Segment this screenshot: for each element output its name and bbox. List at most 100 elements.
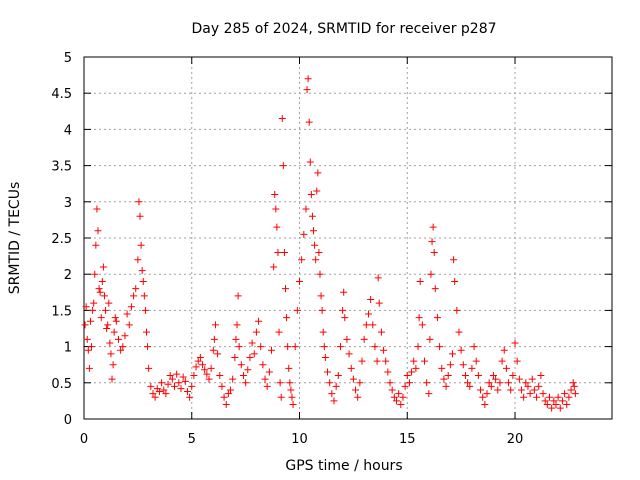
data-point bbox=[446, 361, 454, 369]
data-point bbox=[119, 343, 127, 351]
data-point bbox=[201, 366, 209, 374]
data-point bbox=[502, 364, 510, 372]
data-point bbox=[449, 350, 457, 358]
data-point bbox=[315, 248, 323, 256]
data-point bbox=[416, 277, 424, 285]
data-point bbox=[285, 364, 293, 372]
data-point bbox=[233, 321, 241, 329]
data-point bbox=[314, 169, 322, 177]
data-point bbox=[457, 346, 465, 354]
data-point bbox=[270, 263, 278, 271]
data-point bbox=[513, 357, 521, 365]
data-point bbox=[307, 191, 315, 199]
data-point bbox=[565, 393, 573, 401]
data-point bbox=[231, 353, 239, 361]
data-point bbox=[459, 361, 467, 369]
data-point bbox=[310, 227, 318, 235]
y-tick-label: 0 bbox=[64, 413, 72, 428]
data-point bbox=[410, 357, 418, 365]
data-point bbox=[85, 364, 93, 372]
data-point bbox=[279, 162, 287, 170]
data-point bbox=[332, 382, 340, 390]
data-point bbox=[377, 328, 385, 336]
data-point bbox=[433, 314, 441, 322]
data-point bbox=[86, 317, 94, 325]
data-point bbox=[343, 335, 351, 343]
data-point bbox=[569, 379, 577, 387]
data-point bbox=[425, 390, 433, 398]
chart-title: Day 285 of 2024, SRMTID for receiver p28… bbox=[191, 21, 496, 37]
x-tick-label: 20 bbox=[507, 432, 524, 447]
data-point bbox=[277, 393, 285, 401]
data-point bbox=[286, 379, 294, 387]
data-point bbox=[220, 393, 228, 401]
data-point bbox=[210, 335, 218, 343]
data-point bbox=[123, 310, 131, 318]
data-point bbox=[408, 368, 416, 376]
data-point bbox=[246, 353, 254, 361]
data-point bbox=[483, 390, 491, 398]
data-point bbox=[263, 382, 271, 390]
y-tick-label: 1 bbox=[64, 341, 72, 356]
data-point bbox=[276, 379, 284, 387]
data-point bbox=[319, 328, 327, 336]
data-point bbox=[171, 382, 179, 390]
data-point bbox=[190, 372, 198, 380]
data-point bbox=[390, 393, 398, 401]
data-point bbox=[485, 379, 493, 387]
data-point bbox=[352, 386, 360, 394]
data-point bbox=[136, 212, 144, 220]
data-point bbox=[142, 328, 150, 336]
data-point bbox=[296, 277, 304, 285]
data-point bbox=[412, 364, 420, 372]
data-point bbox=[274, 248, 282, 256]
data-point bbox=[308, 212, 316, 220]
data-point bbox=[291, 343, 299, 351]
data-point bbox=[179, 373, 187, 381]
data-point bbox=[192, 363, 200, 371]
y-tick-label: 3 bbox=[64, 196, 72, 211]
data-point bbox=[494, 386, 502, 394]
data-point bbox=[271, 191, 279, 199]
data-point bbox=[214, 350, 222, 358]
y-tick-label: 4 bbox=[64, 123, 72, 138]
data-point bbox=[492, 375, 500, 383]
data-point bbox=[524, 382, 532, 390]
data-point bbox=[464, 379, 472, 387]
data-point bbox=[397, 401, 405, 409]
data-point bbox=[203, 370, 211, 378]
data-point bbox=[108, 375, 116, 383]
data-point bbox=[496, 379, 504, 387]
data-point bbox=[107, 350, 115, 358]
data-point bbox=[293, 306, 301, 314]
data-point bbox=[235, 343, 243, 351]
data-point bbox=[151, 393, 159, 401]
data-point bbox=[145, 364, 153, 372]
data-point bbox=[388, 386, 396, 394]
data-point bbox=[173, 370, 181, 378]
data-point bbox=[209, 346, 217, 354]
data-point bbox=[313, 187, 321, 195]
data-point bbox=[222, 401, 230, 409]
data-point bbox=[438, 364, 446, 372]
data-point bbox=[474, 372, 482, 380]
data-point bbox=[470, 343, 478, 351]
data-point bbox=[362, 321, 370, 329]
data-point bbox=[273, 223, 281, 231]
y-tick-label: 0.5 bbox=[51, 377, 72, 392]
data-point bbox=[526, 390, 534, 398]
plot-border bbox=[83, 56, 613, 420]
x-tick-label: 15 bbox=[399, 432, 416, 447]
data-point bbox=[367, 296, 375, 304]
data-point bbox=[183, 387, 191, 395]
data-point bbox=[103, 325, 111, 332]
y-tick-label: 1.5 bbox=[51, 304, 72, 319]
data-point bbox=[430, 248, 438, 256]
y-tick-label: 4.5 bbox=[51, 87, 72, 102]
data-point bbox=[96, 288, 104, 296]
data-point bbox=[127, 303, 135, 311]
data-point bbox=[384, 368, 392, 376]
data-point bbox=[330, 397, 338, 405]
data-point bbox=[181, 377, 189, 385]
